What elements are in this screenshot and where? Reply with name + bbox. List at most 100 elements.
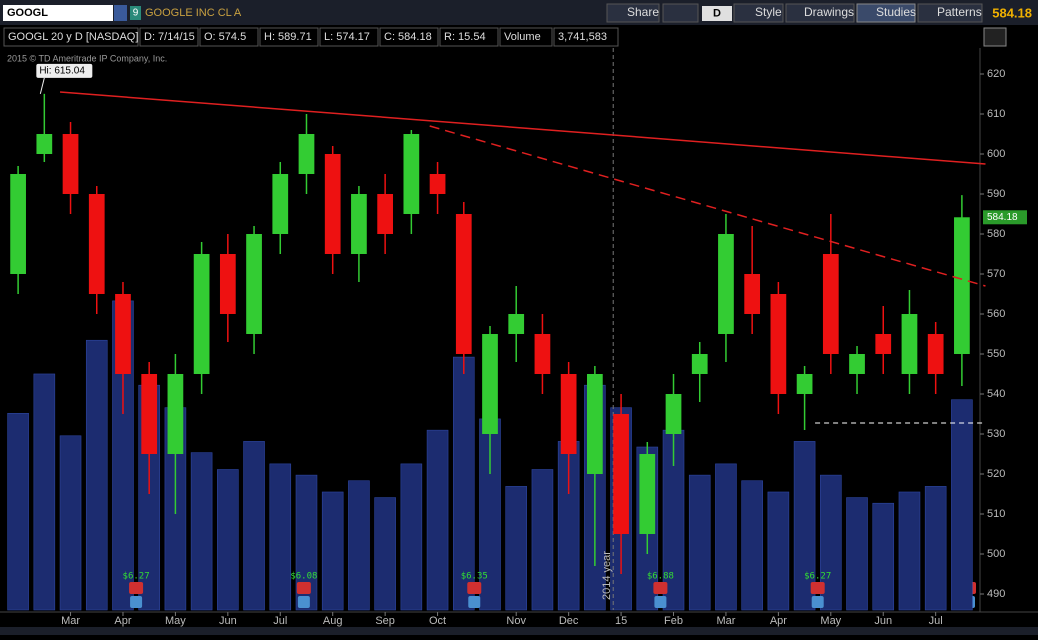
info-text: R: 15.54 — [444, 31, 486, 43]
event-icon[interactable] — [811, 596, 824, 608]
aggregation-button[interactable] — [702, 6, 732, 21]
candle-body — [875, 334, 892, 354]
style-label: Style — [755, 5, 782, 19]
event-icon[interactable] — [129, 582, 144, 594]
volume-bar — [269, 463, 292, 611]
volume-bar — [820, 474, 842, 611]
y-tick-label: 570 — [987, 268, 1005, 280]
event-icon[interactable] — [810, 582, 825, 594]
x-tick-label: Nov — [506, 615, 526, 627]
high-pointer — [39, 77, 45, 94]
event-icon[interactable] — [653, 582, 668, 594]
share-button[interactable] — [606, 3, 660, 23]
info-cell — [319, 27, 379, 47]
y-tick-label: 510 — [987, 508, 1005, 520]
candle-body — [115, 294, 131, 374]
event-icon[interactable] — [654, 596, 667, 608]
info-cell — [139, 27, 199, 47]
symbol-box[interactable] — [3, 5, 113, 21]
candle-body — [429, 174, 446, 194]
y-tick-label: 560 — [987, 308, 1005, 320]
style-button[interactable] — [733, 3, 784, 23]
high-label: Hi: 615.04 — [39, 65, 85, 76]
copyright: 2015 © TD Ameritrade IP Company, Inc. — [7, 53, 167, 63]
event-label: $6.27 — [123, 572, 150, 582]
drawings-button[interactable] — [785, 3, 855, 23]
event-label: $6.88 — [647, 572, 674, 582]
symbol-dropdown[interactable] — [114, 5, 127, 21]
candle-body — [219, 254, 236, 314]
event-icon[interactable] — [467, 582, 482, 594]
x-tick-label: Jun — [874, 615, 892, 627]
candle-body — [10, 174, 26, 274]
candle-body — [246, 234, 262, 334]
volume-bar — [217, 469, 239, 611]
volume-bar — [872, 502, 895, 611]
x-tick-label: Apr — [114, 615, 131, 627]
info-text: D: 7/14/15 — [144, 31, 195, 43]
patterns-button[interactable] — [917, 3, 983, 23]
company-name: GOOGLE INC CL A — [145, 7, 242, 19]
info-cell — [199, 27, 259, 47]
volume-bar — [715, 463, 737, 611]
candle-body — [62, 134, 79, 194]
link-group-label: 9 — [133, 8, 139, 19]
patterns-label: Patterns — [937, 5, 982, 19]
x-tick-label: 15 — [615, 615, 627, 627]
y-tick-label: 540 — [987, 388, 1005, 400]
volume-bar — [505, 486, 528, 611]
candle-body — [351, 194, 367, 254]
volume-bar — [243, 441, 265, 611]
info-text: L: 574.17 — [324, 31, 370, 43]
info-cell — [379, 27, 439, 47]
tools-button[interactable] — [662, 3, 699, 23]
volume-bar — [33, 373, 56, 611]
candle-body — [718, 234, 734, 334]
y-tick-label: 590 — [987, 188, 1005, 200]
candle-body — [88, 194, 105, 294]
event-icon[interactable] — [130, 596, 143, 608]
x-tick-label: May — [165, 615, 186, 627]
info-text: GOOGL 20 y D [NASDAQ] — [8, 31, 138, 43]
volume-bar — [85, 339, 108, 611]
symbol: GOOGL — [7, 7, 48, 19]
aggregation-label: D — [713, 7, 721, 19]
y-tick-label: 580 — [987, 228, 1005, 240]
volume-bar — [59, 435, 82, 611]
event-icon[interactable] — [468, 596, 481, 608]
info-cell — [499, 27, 553, 47]
studies-button[interactable] — [856, 3, 916, 23]
volume-bar — [767, 491, 790, 611]
candle-body — [613, 414, 629, 534]
event-icon[interactable] — [296, 582, 311, 594]
link-group[interactable] — [130, 6, 141, 20]
candle-body — [36, 134, 53, 154]
candle-body — [377, 194, 393, 234]
y-tick-label: 620 — [987, 68, 1005, 80]
chart-settings[interactable] — [983, 27, 1007, 47]
candle-body — [272, 174, 289, 234]
x-tick-label: Jul — [929, 615, 943, 627]
y-tick-label: 550 — [987, 348, 1005, 360]
x-tick-label: Aug — [323, 615, 343, 627]
candle-body — [141, 374, 158, 454]
candle-body — [167, 374, 184, 454]
candle-body — [324, 154, 341, 254]
event-icon[interactable] — [297, 596, 310, 608]
candle-body — [298, 134, 315, 174]
event-label: $6.35 — [461, 572, 488, 582]
info-text: C: 584.18 — [384, 31, 432, 43]
y-tick-label: 610 — [987, 108, 1005, 120]
trendline — [59, 91, 986, 165]
last-price-tag — [983, 210, 1027, 225]
candle-body — [639, 454, 656, 534]
bottom-bar — [0, 627, 1038, 635]
info-cell — [259, 27, 319, 47]
info-text: O: 574.5 — [204, 31, 246, 43]
y-tick-label: 530 — [987, 428, 1005, 440]
y-tick-label: 490 — [987, 588, 1005, 600]
trendline — [429, 125, 986, 287]
info-text: Volume — [504, 31, 541, 43]
candle-body — [193, 254, 210, 374]
x-tick-label: Mar — [716, 615, 735, 627]
